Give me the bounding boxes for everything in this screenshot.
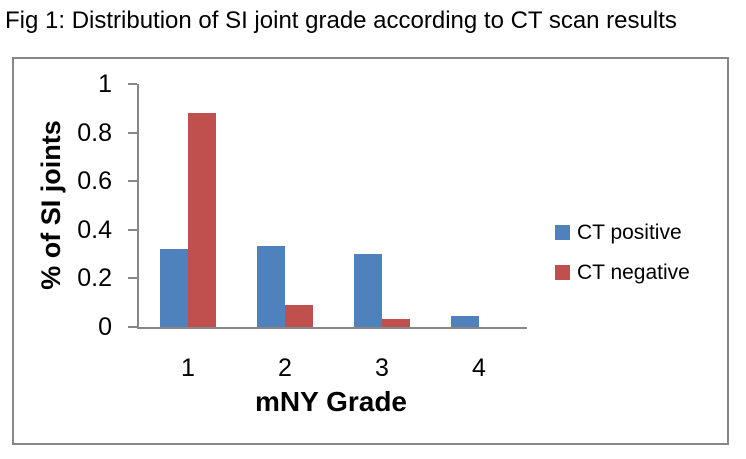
y-tick-label-0: 0 — [98, 313, 112, 341]
x-tick-label-2: 2 — [278, 354, 292, 382]
bar-ct-positive-grade-3 — [354, 254, 382, 327]
bar-ct-negative-grade-1 — [188, 113, 216, 327]
y-axis-title: % of SI joints — [36, 120, 66, 290]
legend-item-ct-positive: CT positive — [555, 221, 690, 244]
bar-ct-positive-grade-2 — [257, 246, 285, 327]
x-axis-title: mNY Grade — [255, 386, 407, 417]
bar-ct-negative-grade-3 — [382, 319, 410, 327]
y-tick-0-4 — [128, 228, 137, 231]
legend: CT positive CT negative — [555, 221, 690, 301]
y-tick-label-0-8: 0.8 — [77, 118, 112, 147]
legend-swatch-ct-negative — [555, 265, 570, 280]
x-tick-label-4: 4 — [472, 354, 486, 382]
bar-ct-positive-grade-4 — [451, 316, 479, 327]
figure-title: Fig 1: Distribution of SI joint grade ac… — [5, 7, 677, 34]
legend-item-ct-negative: CT negative — [555, 261, 690, 284]
y-tick-label-0-4: 0.4 — [77, 215, 112, 244]
bar-ct-negative-grade-2 — [285, 305, 313, 327]
legend-label-ct-negative: CT negative — [577, 261, 690, 284]
chart-box: % of SI joints 0 0.2 0.4 0.6 0.8 1 1 2 3 4 mNY Gr… — [12, 57, 729, 445]
y-tick-label-0-6: 0.6 — [77, 167, 112, 196]
y-tick-label-1: 1 — [98, 70, 112, 98]
y-tick-0-2 — [128, 277, 137, 280]
legend-swatch-ct-positive — [555, 225, 570, 240]
y-tick-0-8 — [128, 131, 137, 134]
bar-ct-positive-grade-1 — [160, 249, 188, 327]
y-tick-0 — [128, 326, 137, 328]
plot-area: 0 0.2 0.4 0.6 0.8 1 1 2 3 4 — [77, 70, 527, 382]
x-tick-label-1: 1 — [181, 354, 195, 382]
y-tick-0-6 — [128, 180, 137, 183]
y-tick-1 — [128, 83, 137, 85]
legend-label-ct-positive: CT positive — [577, 221, 682, 244]
y-tick-label-0-2: 0.2 — [77, 264, 112, 293]
x-tick-label-3: 3 — [375, 354, 389, 382]
